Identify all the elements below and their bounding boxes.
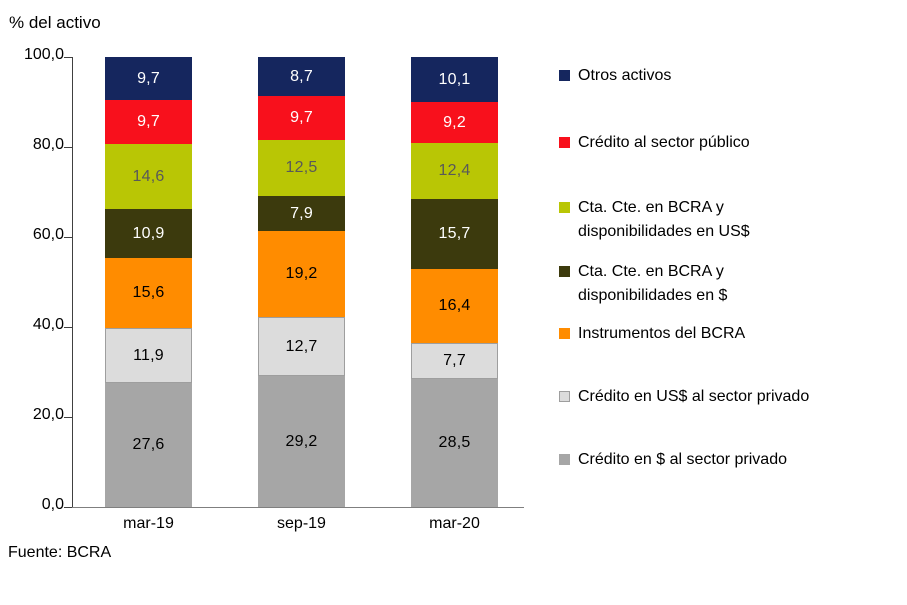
y-tick-label: 60,0 xyxy=(32,226,64,243)
stacked-bar-sep-19: 8,7 9,7 12,5 7,9 19,2 12,7 29,2 xyxy=(258,57,345,507)
plot-area: 0,0 20,0 40,0 60,0 80,0 100,0 9,7 9,7 14,6 10,9 15… xyxy=(24,46,524,532)
bar-segment: 16,4 xyxy=(411,269,498,343)
bar-segment: 12,5 xyxy=(258,139,345,196)
bar-segment: 19,2 xyxy=(258,231,345,318)
legend-item: Cta. Cte. en BCRA y disponibilidades en … xyxy=(559,260,830,308)
y-tick-mark xyxy=(64,237,72,238)
x-axis-line xyxy=(72,507,524,508)
legend-swatch-icon xyxy=(559,454,570,465)
legend-item: Crédito al sector público xyxy=(559,131,750,155)
legend-label: Crédito en $ al sector privado xyxy=(578,451,787,468)
y-tick-label: 0,0 xyxy=(41,496,64,513)
bar-segment: 9,2 xyxy=(411,102,498,144)
bar-segment: 10,1 xyxy=(411,57,498,103)
y-tick-mark xyxy=(64,417,72,418)
legend-swatch-icon xyxy=(559,137,570,148)
y-axis-title: % del activo xyxy=(9,13,101,32)
bar-segment: 15,6 xyxy=(105,258,192,329)
y-tick-mark xyxy=(64,507,72,508)
bar-segment: 9,7 xyxy=(105,57,192,101)
y-tick-mark xyxy=(64,57,72,58)
bar-segment: 12,7 xyxy=(258,317,345,377)
legend-swatch-icon xyxy=(559,202,570,213)
legend-item: Crédito en $ al sector privado xyxy=(559,448,787,472)
legend-swatch-icon xyxy=(559,70,570,81)
bar-segment: 11,9 xyxy=(105,328,192,384)
bar-segment: 14,6 xyxy=(105,143,192,210)
bar-segment: 8,7 xyxy=(258,57,345,97)
x-axis-label: sep-19 xyxy=(277,515,326,532)
bar-segment: 28,5 xyxy=(411,379,498,508)
legend-item: Cta. Cte. en BCRA y disponibilidades en … xyxy=(559,196,830,244)
source-note: Fuente: BCRA xyxy=(8,544,112,561)
legend-label: Otros activos xyxy=(578,67,672,84)
x-axis-label: mar-19 xyxy=(123,515,174,532)
y-tick-label: 100,0 xyxy=(23,46,64,63)
legend-label: Cta. Cte. en BCRA y disponibilidades en … xyxy=(578,199,750,240)
legend-label: Crédito al sector público xyxy=(578,134,750,151)
y-axis-line xyxy=(72,57,73,507)
y-tick-mark xyxy=(64,147,72,148)
legend-label: Cta. Cte. en BCRA y disponibilidades en … xyxy=(578,263,728,304)
stacked-bar-mar-20: 10,1 9,2 12,4 15,7 16,4 7,7 28,5 xyxy=(411,57,498,508)
bar-segment: 7,9 xyxy=(258,195,345,232)
legend-item: Otros activos xyxy=(559,64,671,88)
legend-label: Instrumentos del BCRA xyxy=(578,325,746,342)
bar-segment: 10,9 xyxy=(105,209,192,259)
y-tick-label: 20,0 xyxy=(32,406,64,423)
bar-segment: 9,7 xyxy=(258,96,345,140)
legend-label: Crédito en US$ al sector privado xyxy=(578,388,810,405)
legend-swatch-icon xyxy=(559,328,570,339)
stacked-bar-mar-19: 9,7 9,7 14,6 10,9 15,6 11,9 27,6 xyxy=(105,57,192,507)
bar-segment: 15,7 xyxy=(411,199,498,270)
bar-segment: 7,7 xyxy=(411,342,498,380)
legend-item: Crédito en US$ al sector privado xyxy=(559,385,809,409)
bar-segment: 9,7 xyxy=(105,100,192,144)
bar-segment: 12,4 xyxy=(411,143,498,200)
y-tick-label: 80,0 xyxy=(32,136,64,153)
y-tick-mark xyxy=(64,327,72,328)
bar-segment: 27,6 xyxy=(105,383,192,507)
legend-swatch-icon xyxy=(559,266,570,277)
y-tick-label: 40,0 xyxy=(32,316,64,333)
bar-segment: 29,2 xyxy=(258,376,345,507)
legend-swatch-icon xyxy=(559,391,570,402)
legend-item: Instrumentos del BCRA xyxy=(559,322,745,346)
x-axis-label: mar-20 xyxy=(429,515,480,532)
